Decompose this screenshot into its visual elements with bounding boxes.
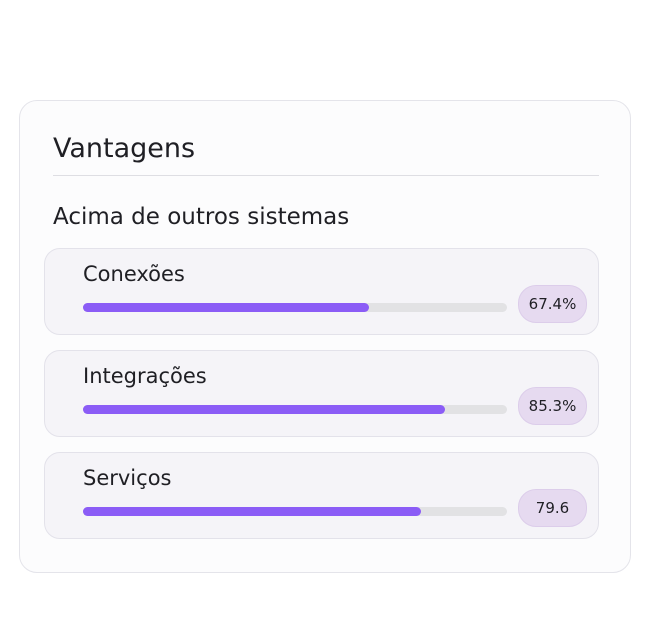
divider: [53, 175, 599, 176]
card-title: Vantagens: [53, 133, 196, 164]
value-badge: 85.3%: [518, 387, 587, 425]
progress-item: Integrações 85.3%: [44, 350, 599, 437]
item-label: Conexões: [83, 262, 185, 286]
progress-item: Conexões 67.4%: [44, 248, 599, 335]
item-label: Serviços: [83, 466, 172, 490]
card: Vantagens Acima de outros sistemas Conex…: [19, 100, 631, 573]
progress-track: [83, 405, 507, 414]
value-badge: 67.4%: [518, 285, 587, 323]
progress-track: [83, 303, 507, 312]
section-title: Acima de outros sistemas: [53, 204, 350, 230]
progress-fill: [83, 405, 445, 414]
progress-track: [83, 507, 507, 516]
value-badge: 79.6: [518, 489, 587, 527]
progress-item: Serviços 79.6: [44, 452, 599, 539]
progress-fill: [83, 303, 369, 312]
item-label: Integrações: [83, 364, 207, 388]
progress-fill: [83, 507, 421, 516]
